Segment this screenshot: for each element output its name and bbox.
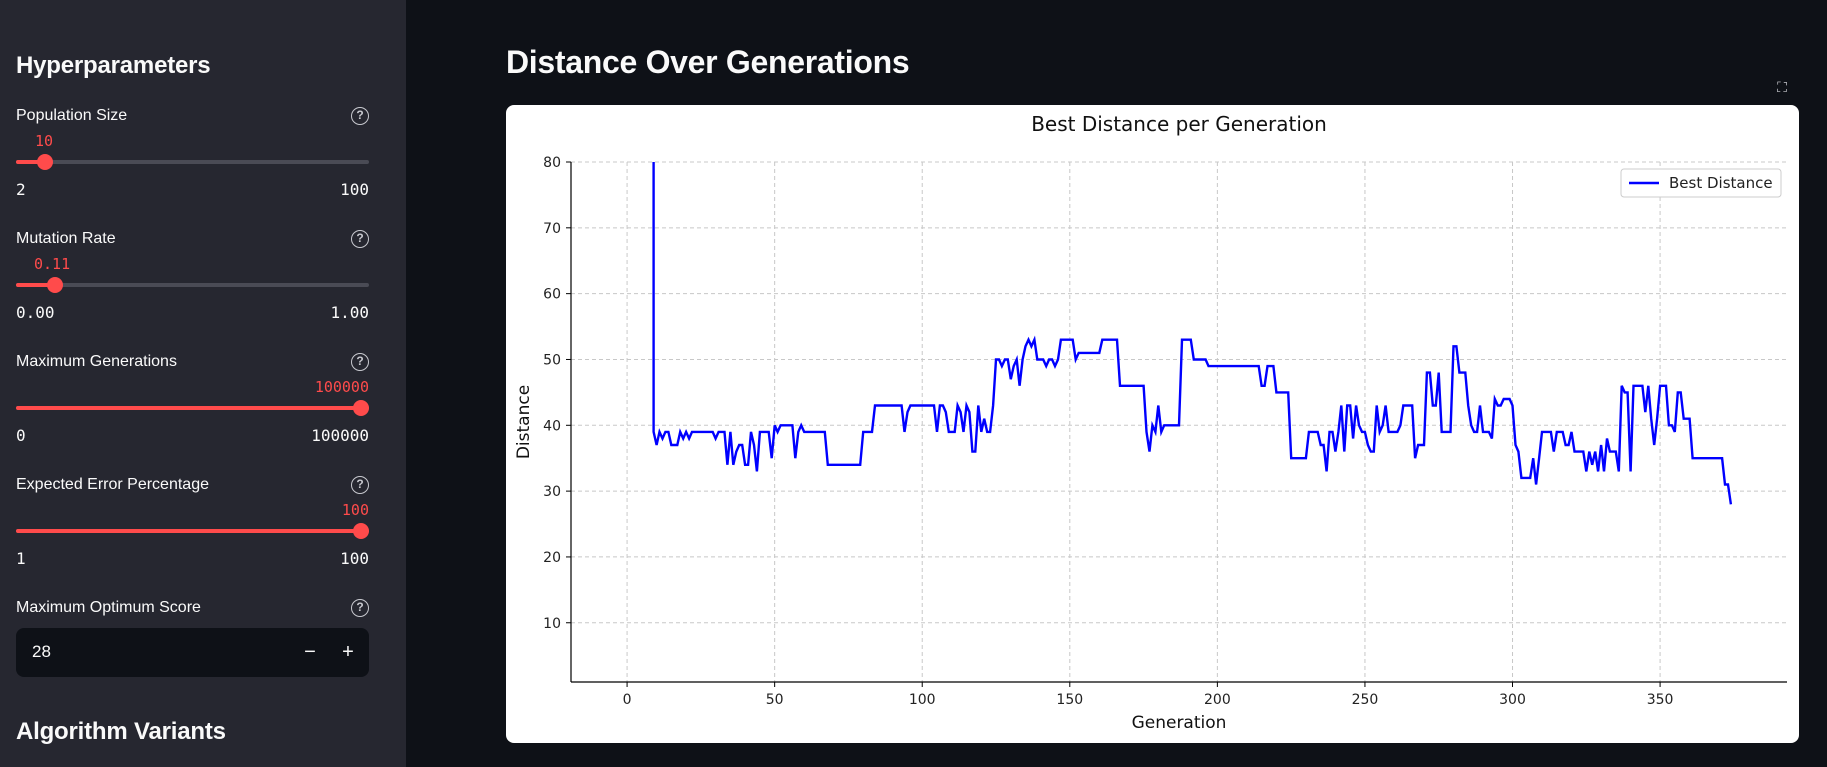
mutation-rate-label: Mutation Rate bbox=[16, 230, 116, 247]
x-tick-label: 0 bbox=[623, 692, 632, 708]
mutation-rate-slider-widget: Mutation Rate ? 0.11 0.00 1.00 bbox=[16, 230, 369, 326]
expected-error-slider[interactable] bbox=[16, 523, 369, 539]
slider-fill bbox=[16, 529, 369, 533]
legend-box bbox=[1620, 168, 1782, 198]
line-chart: 0 50 100 150 200 250 300 350 10 20 30 40 50 60 70 80 Bes… bbox=[514, 112, 1787, 733]
max-generations-min: 0 bbox=[16, 426, 26, 445]
mutation-rate-max: 1.00 bbox=[330, 303, 369, 322]
y-tick-label: 10 bbox=[543, 616, 561, 632]
max-optimum-score-input[interactable]: 28 − + bbox=[16, 628, 369, 677]
help-icon[interactable]: ? bbox=[351, 107, 369, 125]
max-generations-slider[interactable] bbox=[16, 400, 369, 416]
max-optimum-score-value[interactable]: 28 bbox=[32, 642, 51, 661]
y-tick-label: 20 bbox=[543, 550, 561, 566]
decrement-button[interactable]: − bbox=[304, 641, 316, 663]
slider-fill bbox=[16, 283, 55, 287]
series-line bbox=[652, 162, 1733, 505]
max-optimum-score-label: Maximum Optimum Score bbox=[16, 599, 201, 616]
max-generations-slider-widget: Maximum Generations ? 100000 0 100000 bbox=[16, 353, 369, 449]
fullscreen-icon[interactable]: ⛶ bbox=[1777, 79, 1787, 95]
expected-error-min: 1 bbox=[16, 549, 26, 568]
expected-error-label: Expected Error Percentage bbox=[16, 476, 209, 493]
increment-button[interactable]: + bbox=[342, 641, 354, 663]
y-axis-label: Distance bbox=[514, 385, 534, 459]
population-size-label: Population Size bbox=[16, 107, 128, 124]
expected-error-value: 100 bbox=[341, 501, 369, 519]
mutation-rate-slider[interactable] bbox=[16, 277, 369, 293]
algorithm-variants-heading: Algorithm Variants bbox=[16, 718, 226, 745]
slider-thumb[interactable] bbox=[353, 400, 369, 416]
max-generations-label: Maximum Generations bbox=[16, 353, 177, 370]
max-optimum-score-widget: Maximum Optimum Score ? 28 − + bbox=[16, 599, 369, 679]
population-size-min: 2 bbox=[16, 180, 26, 199]
expected-error-slider-widget: Expected Error Percentage ? 100 1 100 bbox=[16, 476, 369, 572]
page-title: Distance Over Generations bbox=[506, 44, 910, 80]
max-generations-max: 100000 bbox=[311, 426, 369, 445]
help-icon[interactable]: ? bbox=[351, 353, 369, 371]
y-tick-label: 30 bbox=[543, 484, 561, 500]
chart-card: 0 50 100 150 200 250 300 350 10 20 30 40 50 60 70 80 Bes… bbox=[506, 105, 1799, 743]
y-tick-label: 70 bbox=[543, 221, 561, 237]
x-tick-label: 200 bbox=[1204, 692, 1231, 708]
x-tick-label: 50 bbox=[766, 692, 784, 708]
population-size-slider[interactable] bbox=[16, 154, 369, 170]
sidebar: Hyperparameters Population Size ? 10 2 1… bbox=[0, 0, 406, 767]
mutation-rate-value: 0.11 bbox=[34, 255, 71, 273]
y-tick-label: 40 bbox=[543, 418, 561, 434]
population-size-slider-widget: Population Size ? 10 2 100 bbox=[16, 107, 369, 203]
slider-fill bbox=[16, 160, 45, 164]
chart-title: Best Distance per Generation bbox=[1031, 112, 1327, 136]
legend-label: Best Distance bbox=[1669, 174, 1773, 192]
mutation-rate-min: 0.00 bbox=[16, 303, 55, 322]
help-icon[interactable]: ? bbox=[351, 476, 369, 494]
y-tick-label: 80 bbox=[543, 155, 561, 171]
x-tick-label: 100 bbox=[909, 692, 936, 708]
help-icon[interactable]: ? bbox=[351, 230, 369, 248]
help-icon[interactable]: ? bbox=[351, 599, 369, 617]
slider-thumb[interactable] bbox=[36, 154, 53, 170]
x-tick-label: 300 bbox=[1499, 692, 1526, 708]
slider-thumb[interactable] bbox=[353, 523, 369, 539]
max-generations-value: 100000 bbox=[314, 378, 369, 396]
x-tick-label: 250 bbox=[1352, 692, 1379, 708]
population-size-max: 100 bbox=[340, 180, 369, 199]
x-axis-label: Generation bbox=[1132, 713, 1227, 733]
x-tick-label: 350 bbox=[1647, 692, 1674, 708]
slider-fill bbox=[16, 406, 369, 410]
population-size-value: 10 bbox=[35, 132, 54, 150]
y-tick-label: 60 bbox=[543, 287, 561, 303]
hyperparameters-heading: Hyperparameters bbox=[16, 52, 211, 79]
x-tick-label: 150 bbox=[1056, 692, 1083, 708]
y-tick-label: 50 bbox=[543, 352, 561, 368]
expected-error-max: 100 bbox=[340, 549, 369, 568]
slider-thumb[interactable] bbox=[46, 277, 63, 293]
